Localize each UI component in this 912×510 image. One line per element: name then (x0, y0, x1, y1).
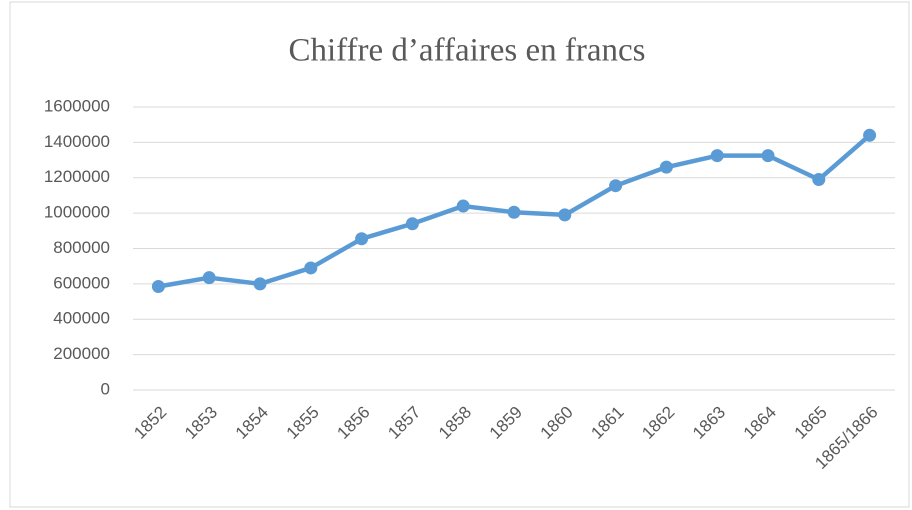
y-tick-label: 0 (101, 379, 110, 398)
data-point (507, 205, 521, 219)
data-point (304, 261, 318, 275)
y-tick-label: 1200000 (44, 167, 110, 186)
chart-border (9, 1, 910, 508)
data-point (659, 160, 673, 174)
data-point (812, 173, 826, 187)
data-point (609, 179, 623, 193)
chart-title: Chiffre d’affaires en francs (288, 33, 645, 69)
y-tick-label: 1600000 (44, 96, 110, 115)
data-point (151, 280, 165, 294)
y-tick-label: 600000 (53, 273, 110, 292)
data-point (456, 199, 470, 213)
y-tick-label: 800000 (53, 238, 110, 257)
y-tick-label: 200000 (53, 344, 110, 363)
y-tick-label: 400000 (53, 309, 110, 328)
data-point (761, 149, 775, 163)
data-point (558, 208, 572, 222)
y-tick-label: 1400000 (44, 132, 110, 151)
data-point (863, 128, 877, 142)
data-point (355, 232, 369, 246)
data-point (710, 149, 724, 163)
data-point (202, 271, 216, 285)
y-tick-label: 1000000 (44, 203, 110, 222)
data-point (405, 217, 419, 231)
data-point (253, 277, 267, 291)
